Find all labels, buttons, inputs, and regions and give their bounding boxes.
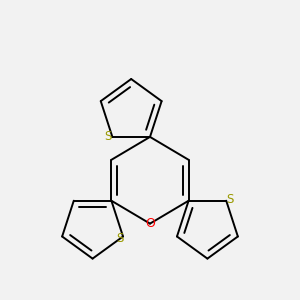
Text: O: O — [145, 217, 155, 230]
Text: S: S — [226, 193, 233, 206]
Text: S: S — [104, 130, 112, 143]
Text: S: S — [116, 232, 123, 244]
